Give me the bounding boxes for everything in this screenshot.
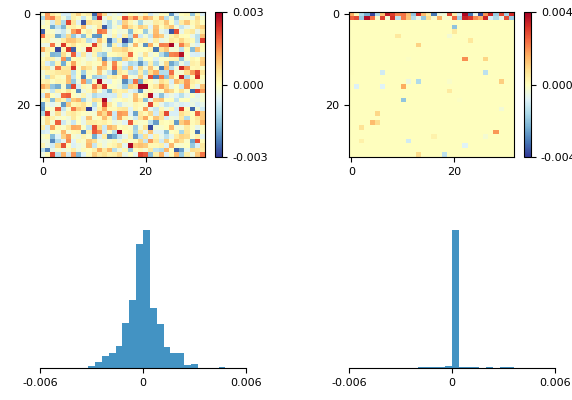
Bar: [143, 230, 150, 368]
Bar: [507, 367, 514, 368]
Bar: [177, 354, 184, 368]
Bar: [170, 353, 177, 368]
Bar: [150, 308, 157, 368]
Bar: [136, 244, 143, 368]
Bar: [486, 367, 493, 368]
Bar: [184, 364, 191, 368]
Bar: [191, 364, 198, 368]
Bar: [95, 362, 102, 368]
Bar: [472, 367, 479, 368]
Bar: [431, 367, 438, 368]
Bar: [116, 346, 122, 368]
Bar: [129, 300, 136, 368]
Bar: [438, 367, 445, 368]
Bar: [418, 367, 424, 368]
Bar: [466, 367, 472, 368]
Bar: [109, 353, 116, 368]
Bar: [500, 367, 507, 368]
Bar: [122, 323, 129, 368]
Bar: [102, 356, 109, 368]
Bar: [88, 366, 95, 368]
Bar: [424, 367, 431, 368]
Bar: [459, 367, 466, 368]
Bar: [445, 366, 452, 368]
Bar: [164, 347, 170, 368]
Bar: [452, 230, 459, 368]
Bar: [157, 324, 164, 368]
